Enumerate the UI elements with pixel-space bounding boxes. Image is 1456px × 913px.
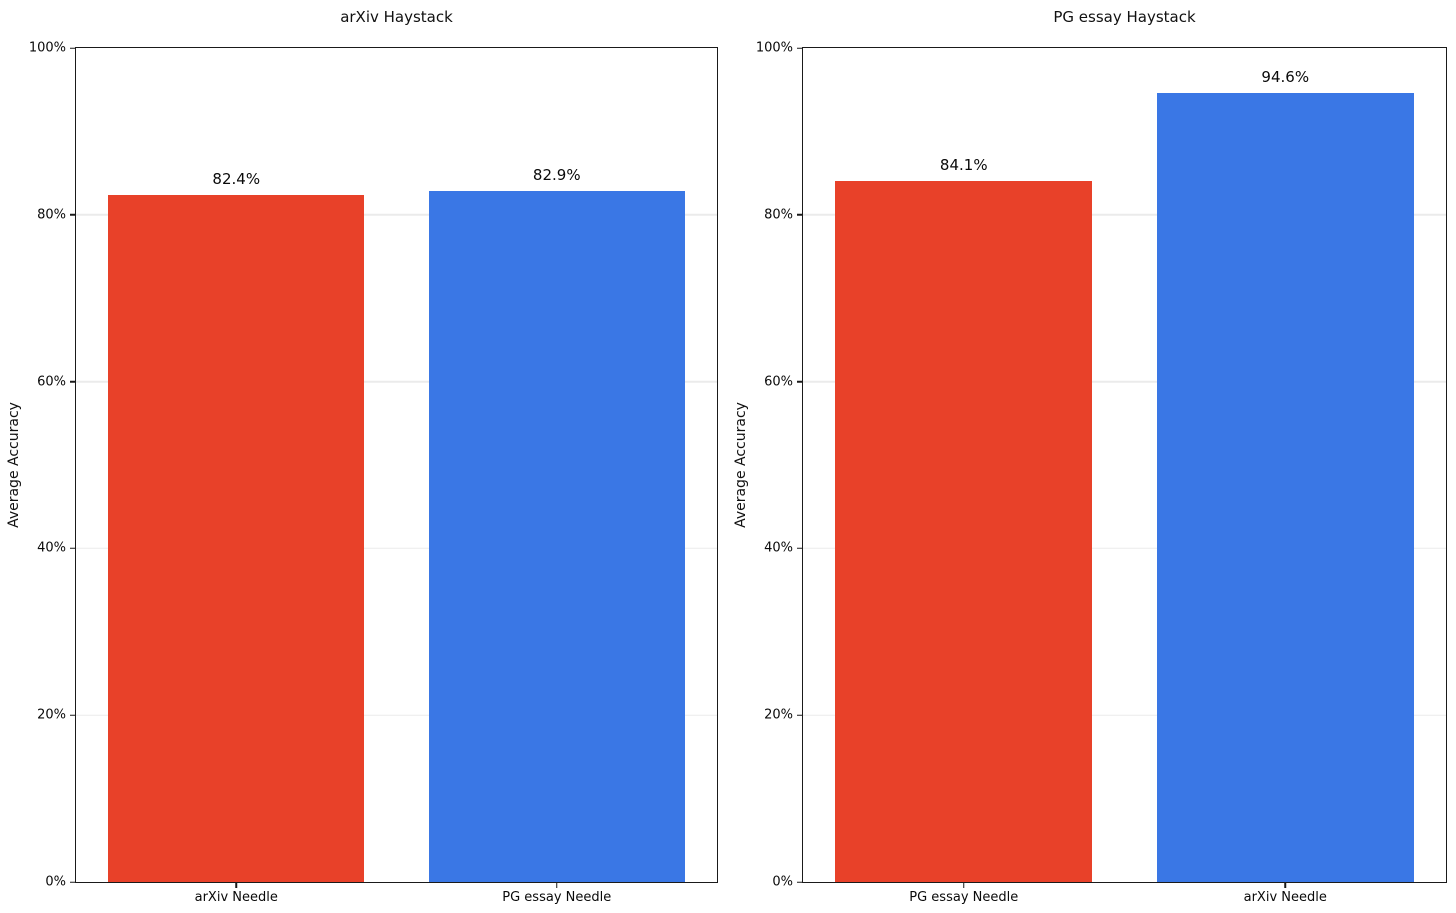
y-axis-label: Average Accuracy [733, 402, 749, 528]
bar-pg-essay-needle [428, 190, 685, 882]
y-tick-mark [797, 881, 802, 883]
bar-value-label: 84.1% [939, 155, 988, 174]
y-tick-label: 100% [755, 40, 793, 56]
plot-area: 0% 20% 40% 60% 80% 100% 82.4% arXiv Needle 82.9%… [29, 42, 718, 905]
y-tick-label: 60% [37, 374, 66, 390]
gridline [803, 547, 1446, 550]
y-tick-label: 40% [764, 540, 793, 556]
x-tick-label: PG essay Needle [502, 890, 612, 905]
y-tick-mark [797, 547, 802, 550]
gridline [76, 214, 717, 216]
bar-value-label: 94.6% [1261, 68, 1310, 87]
y-tick-label: 80% [37, 207, 66, 223]
bar-pg-essay-needle [835, 180, 1093, 882]
y-tick-mark [797, 714, 802, 716]
x-tick-label: arXiv Needle [1243, 890, 1327, 905]
subplot-arxiv-haystack: arXiv Haystack Average Accuracy 0% 20% 40%… [6, 8, 718, 905]
y-tick-label: 100% [28, 40, 66, 56]
y-tick-mark [797, 380, 802, 383]
y-tick-label: 40% [37, 540, 66, 556]
gridline [76, 547, 717, 550]
gridline [76, 714, 717, 716]
y-tick-mark [70, 881, 75, 883]
x-tick-mark [235, 883, 237, 888]
y-tick-label: 0% [772, 874, 793, 890]
y-tick-mark [70, 714, 75, 716]
y-tick-mark [797, 47, 802, 49]
plot-area: 0% 20% 40% 60% 80% 100% 84.1% PG essay Needle 94… [756, 42, 1447, 905]
chart-title: PG essay Haystack [1053, 8, 1196, 26]
y-tick-mark [70, 214, 75, 216]
bar-value-label: 82.4% [212, 169, 261, 188]
subplot-pg-essay-haystack: PG essay Haystack Average Accuracy 0% 20%… [733, 8, 1447, 905]
bar-arxiv-needle [1156, 93, 1414, 882]
bar-value-label: 82.9% [532, 165, 581, 184]
y-axis-label: Average Accuracy [6, 402, 22, 528]
x-tick-label: arXiv Needle [194, 890, 278, 905]
y-tick-label: 0% [45, 874, 66, 890]
y-tick-mark [70, 47, 75, 49]
y-tick-mark [70, 380, 75, 383]
x-tick-mark [1284, 883, 1286, 888]
gridline [76, 380, 717, 383]
y-tick-label: 20% [764, 707, 793, 723]
y-tick-mark [797, 214, 802, 216]
bar-arxiv-needle [108, 194, 365, 882]
x-tick-mark [556, 883, 558, 888]
y-tick-label: 80% [764, 207, 793, 223]
y-tick-mark [70, 547, 75, 550]
y-tick-label: 20% [37, 707, 66, 723]
y-tick-label: 60% [764, 374, 793, 390]
gridline [803, 214, 1446, 216]
x-tick-label: PG essay Needle [909, 890, 1019, 905]
gridline [803, 380, 1446, 383]
chart-title: arXiv Haystack [340, 8, 453, 26]
x-tick-mark [963, 883, 965, 888]
gridline [803, 714, 1446, 716]
